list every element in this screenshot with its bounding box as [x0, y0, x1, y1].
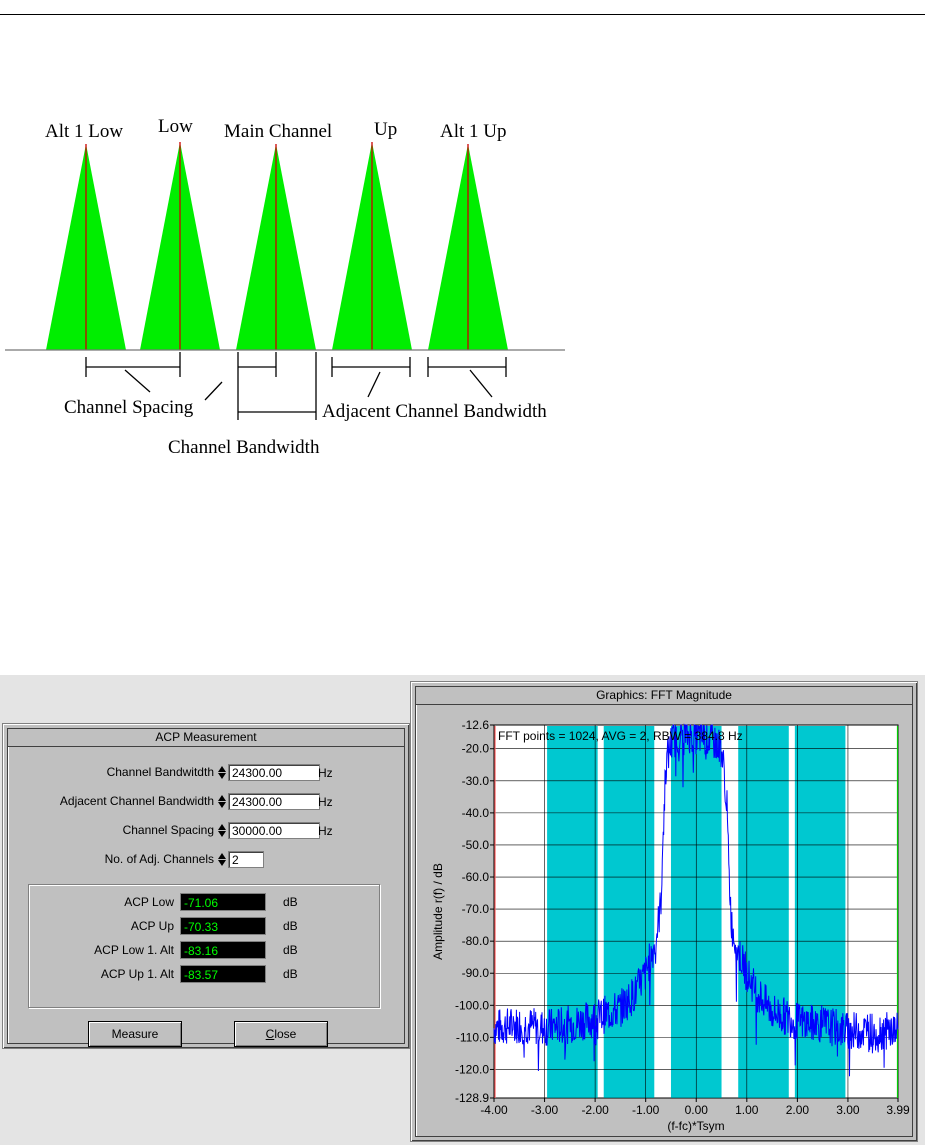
channel-bandwidth-spinner[interactable] [217, 765, 226, 780]
adjacent-channel-bandwidth-input[interactable]: 24300.00 [228, 793, 320, 810]
channel-spacing-unit: Hz [318, 824, 333, 838]
acp-low-readout: -71.06 [180, 893, 266, 911]
adj-channels-input[interactable]: 2 [228, 851, 264, 868]
channel-spacing-input[interactable]: 30000.00 [228, 822, 320, 839]
acp-low-alt-unit: dB [283, 943, 298, 957]
x-tick-label: -4.00 [480, 1103, 508, 1117]
label-main-channel: Main Channel [224, 121, 332, 142]
measure-button[interactable]: Measure [88, 1021, 182, 1047]
acp-low-alt-readout: -83.16 [180, 941, 266, 959]
fft-annotation: FFT points = 1024, AVG = 2, RBW = 384.8 … [498, 729, 743, 743]
acp-measurement-window: ACP Measurement Channel Bandwitdth 24300… [2, 723, 410, 1049]
channel-band [603, 726, 655, 1098]
channel-spacing-spinner[interactable] [217, 823, 226, 838]
adjacent-channel-bandwidth-label: Adjacent Channel Bandwidth [59, 794, 214, 808]
fft-graphics-window: Graphics: FFT Magnitude -12.6 -20.0 -30.0-… [410, 681, 918, 1142]
x-tick-label: 1.00 [735, 1103, 759, 1117]
adj-channels-label: No. of Adj. Channels [104, 852, 214, 866]
label-adjacent-channel-bandwidth: Adjacent Channel Bandwidth [322, 401, 547, 422]
adjacent-channel-bandwidth-unit: Hz [318, 795, 333, 809]
acp-up-alt-unit: dB [283, 967, 298, 981]
channel-band [738, 726, 789, 1098]
y-tick-label: -120.0 [455, 1062, 489, 1076]
close-button[interactable]: Close [234, 1021, 328, 1047]
label-channel-bandwidth: Channel Bandwidth [168, 437, 320, 458]
acp-low-label: ACP Low [124, 895, 174, 909]
channel-bandwidth-input[interactable]: 24300.00 [228, 764, 320, 781]
close-mnemonic: C [265, 1027, 275, 1041]
y-axis-label: Amplitude r(f) / dB [431, 863, 445, 960]
x-tick-label: 0.00 [685, 1103, 709, 1117]
label-low: Low [158, 116, 193, 137]
y-tick-label: -80.0 [462, 934, 490, 948]
x-tick-label: 3.99 [886, 1103, 910, 1117]
channel-bandwidth-unit: Hz [318, 766, 333, 780]
x-tick-labels: -4.00 -3.00 -2.00 -1.00 0.00 1.00 2.00 3.00 3.99 [480, 1103, 910, 1117]
channel-peaks [46, 142, 508, 350]
adj-channels-spinner[interactable] [217, 852, 226, 867]
acp-up-label: ACP Up [130, 919, 174, 933]
y-tick-label: -70.0 [462, 902, 490, 916]
acp-window-title: ACP Measurement [8, 729, 404, 747]
y-tick-label: -20.0 [462, 742, 490, 756]
y-tick-label: -128.9 [455, 1091, 489, 1105]
channel-spacing-label: Channel Spacing [122, 823, 214, 837]
acp-low-alt-label: ACP Low 1. Alt [94, 943, 174, 957]
label-alt1-up: Alt 1 Up [440, 121, 507, 142]
acp-low-unit: dB [283, 895, 298, 909]
top-rule [0, 14, 925, 15]
x-axis-label: (f-fc)*Tsym [667, 1119, 724, 1133]
acp-up-alt-readout: -83.57 [180, 965, 266, 983]
x-tick-label: -3.00 [531, 1103, 559, 1117]
spectrum-trace [493, 723, 899, 1077]
x-tick-label: -1.00 [632, 1103, 660, 1117]
y-tick-label: -40.0 [462, 806, 490, 820]
y-tick-label: -90.0 [462, 966, 490, 980]
acp-up-readout: -70.33 [180, 917, 266, 935]
close-label-rest: lose [274, 1027, 297, 1041]
x-tick-label: 2.00 [786, 1103, 810, 1117]
label-up: Up [374, 119, 397, 140]
label-channel-spacing: Channel Spacing [64, 397, 194, 418]
channel-bandwidth-label: Channel Bandwitdth [106, 765, 214, 779]
y-tick-labels: -12.6 -20.0 -30.0 -40.0 -50.0 -60.0 -70.0 -80.0… [455, 718, 489, 1105]
y-tick-label: -100.0 [455, 998, 489, 1012]
label-alt1-low: Alt 1 Low [45, 121, 123, 142]
application-screenshot: ACP Measurement Channel Bandwitdth 24300… [0, 675, 925, 1145]
x-tick-label: -2.00 [581, 1103, 609, 1117]
acp-up-unit: dB [283, 919, 298, 933]
channel-spacing-bracket [85, 352, 223, 401]
fft-magnitude-chart: -12.6 -20.0 -30.0 -40.0 -50.0 -60.0 -70.0 -80.0… [431, 718, 910, 1133]
adjacent-channel-bandwidth-spinner[interactable] [217, 794, 226, 809]
channel-bandwidth-bracket [237, 352, 317, 420]
y-tick-label: -12.6 [462, 718, 490, 732]
acp-up-alt-label: ACP Up 1. Alt [100, 967, 174, 981]
channel-diagram: Alt 1 Low Low Main Channel Up Alt 1 Up C… [5, 116, 565, 458]
graph-window-title: Graphics: FFT Magnitude [416, 687, 912, 705]
y-tick-label: -60.0 [462, 870, 490, 884]
channel-band [547, 726, 598, 1098]
y-tick-label: -50.0 [462, 838, 490, 852]
adjacent-channel-bandwidth-bracket [331, 357, 507, 398]
y-tick-label: -30.0 [462, 774, 490, 788]
y-tick-label: -110.0 [456, 1030, 489, 1044]
x-tick-label: 3.00 [836, 1103, 860, 1117]
acp-results-group: ACP Low -71.06 dB ACP Up -70.33 dB ACP L… [28, 884, 380, 1008]
